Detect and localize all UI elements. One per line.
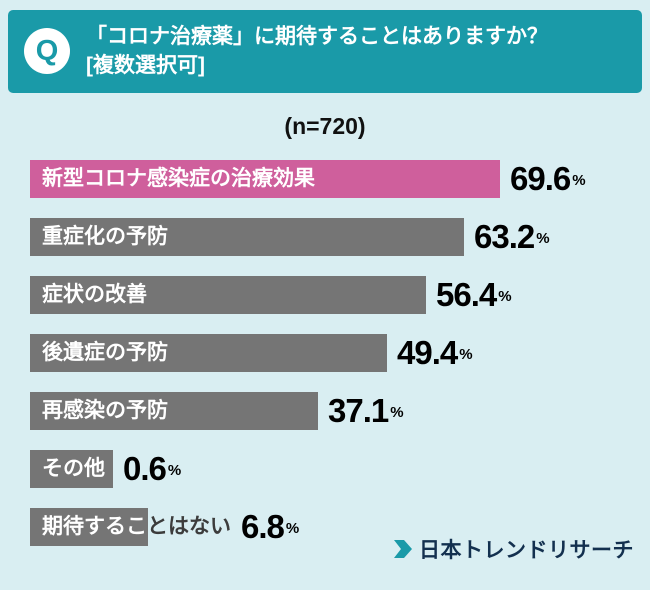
brand-logo: 日本トレンドリサーチ [391,534,634,564]
bar-chart: 新型コロナ感染症の治療効果新型コロナ感染症の治療効果69.6%重症化の予防重症化… [30,158,650,548]
brand-name: 日本トレンドリサーチ [419,539,634,562]
question-header: Q 「コロナ治療薬」に期待することはありますか？ [複数選択可] [8,10,642,93]
question-subtitle: [複数選択可] [86,54,205,78]
bar-value-number: 56.4 [436,275,497,313]
bar-value: 37.1% [328,390,404,432]
bar-value-number: 0.6 [123,449,167,487]
bar-value: 0.6% [123,448,181,490]
bar-value-number: 69.6 [510,159,571,197]
bar-value: 49.4% [397,332,473,374]
bar-row: 期待することはない期待することはない6.8% [30,506,650,548]
bar-label: 症状の改善 [42,282,147,306]
bar-value-number: 49.4 [397,333,458,371]
bar-value-unit: % [498,287,512,305]
bar: 後遺症の予防 [30,333,387,372]
bar-value-unit: % [572,171,586,189]
bar-row: 新型コロナ感染症の治療効果新型コロナ感染症の治療効果69.6% [30,158,650,200]
bar-label: その他 [42,456,105,480]
bar-value-number: 63.2 [474,217,535,255]
bar: 新型コロナ感染症の治療効果 [30,159,500,198]
question-title-block: 「コロナ治療薬」に期待することはありますか？ [複数選択可] [86,22,548,81]
bar: 再感染の予防 [30,391,318,430]
question-badge: Q [24,28,70,75]
bar-value-unit: % [536,229,550,247]
bar-value: 6.8% [241,506,299,548]
bar: 症状の改善 [30,275,426,314]
bar: 重症化の予防 [30,217,464,256]
bar-label: 期待することはない [42,514,148,538]
bar-label: 重症化の予防 [42,224,168,248]
bar-value-unit: % [390,403,404,421]
bar-label: 新型コロナ感染症の治療効果 [42,166,315,190]
bar-value: 56.4% [436,274,512,316]
bar: その他 [30,449,113,488]
bar-label: 再感染の予防 [42,398,168,422]
bar-value: 63.2% [474,216,550,258]
bar-row: 後遺症の予防後遺症の予防49.4% [30,332,650,374]
bar-value-unit: % [167,461,182,479]
bar-value-number: 37.1 [328,391,389,429]
bar-label: 後遺症の予防 [42,340,168,364]
bar-value-number: 6.8 [241,507,285,545]
bar-row: 症状の改善症状の改善56.4% [30,274,650,316]
sample-size-label: (n=720) [284,112,366,139]
bar: 期待することはない [30,507,148,546]
bar-value-unit: % [459,345,473,363]
bar-row: その他その他0.6% [30,448,650,490]
question-title: 「コロナ治療薬」に期待することはありますか？ [86,25,548,48]
bar-value-unit: % [285,519,300,537]
bar-row: 再感染の予防再感染の予防37.1% [30,390,650,432]
bar-row: 重症化の予防重症化の予防63.2% [30,216,650,258]
logo-chevron-arrow-icon [394,540,412,558]
bar-value: 69.6% [510,158,586,200]
